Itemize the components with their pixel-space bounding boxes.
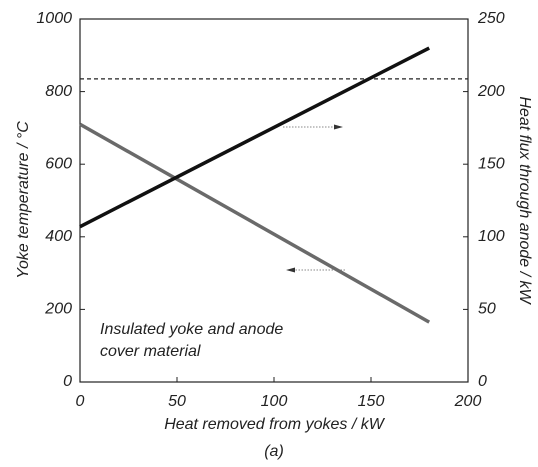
x-tick-label: 150 bbox=[358, 393, 385, 410]
arrow-head bbox=[334, 124, 343, 130]
x-tick-label: 100 bbox=[261, 393, 288, 410]
caption: (a) bbox=[264, 443, 284, 460]
x-tick-label: 50 bbox=[168, 393, 186, 410]
y2-tick-label: 50 bbox=[478, 301, 496, 318]
y-tick-label: 400 bbox=[45, 228, 72, 245]
annotation: Insulated yoke and anode bbox=[100, 321, 283, 338]
y2-tick-label: 0 bbox=[478, 373, 487, 390]
y2-tick-label: 100 bbox=[478, 228, 505, 245]
annotation: cover material bbox=[100, 343, 201, 360]
y-tick-label: 0 bbox=[63, 373, 72, 390]
arrow-head bbox=[286, 267, 295, 273]
y2-tick-label: 200 bbox=[477, 83, 505, 100]
y-tick-label: 200 bbox=[44, 301, 72, 318]
x-axis-label: Heat removed from yokes / kW bbox=[164, 416, 386, 433]
series-line bbox=[79, 46, 430, 229]
annotation-arrows bbox=[283, 124, 345, 273]
y2-tick-label: 150 bbox=[478, 155, 505, 172]
y2-tick-label: 250 bbox=[477, 10, 505, 27]
y-tick-label: 1000 bbox=[36, 10, 72, 27]
y-tick-label: 800 bbox=[45, 83, 72, 100]
y-tick-label: 600 bbox=[45, 155, 72, 172]
y2-axis-label: Heat flux through anode / kW bbox=[516, 96, 533, 305]
x-tick-label: 200 bbox=[454, 393, 482, 410]
x-tick-label: 0 bbox=[76, 393, 85, 410]
series-line bbox=[79, 122, 431, 324]
y-axis-label: Yoke temperature / °C bbox=[15, 121, 32, 279]
